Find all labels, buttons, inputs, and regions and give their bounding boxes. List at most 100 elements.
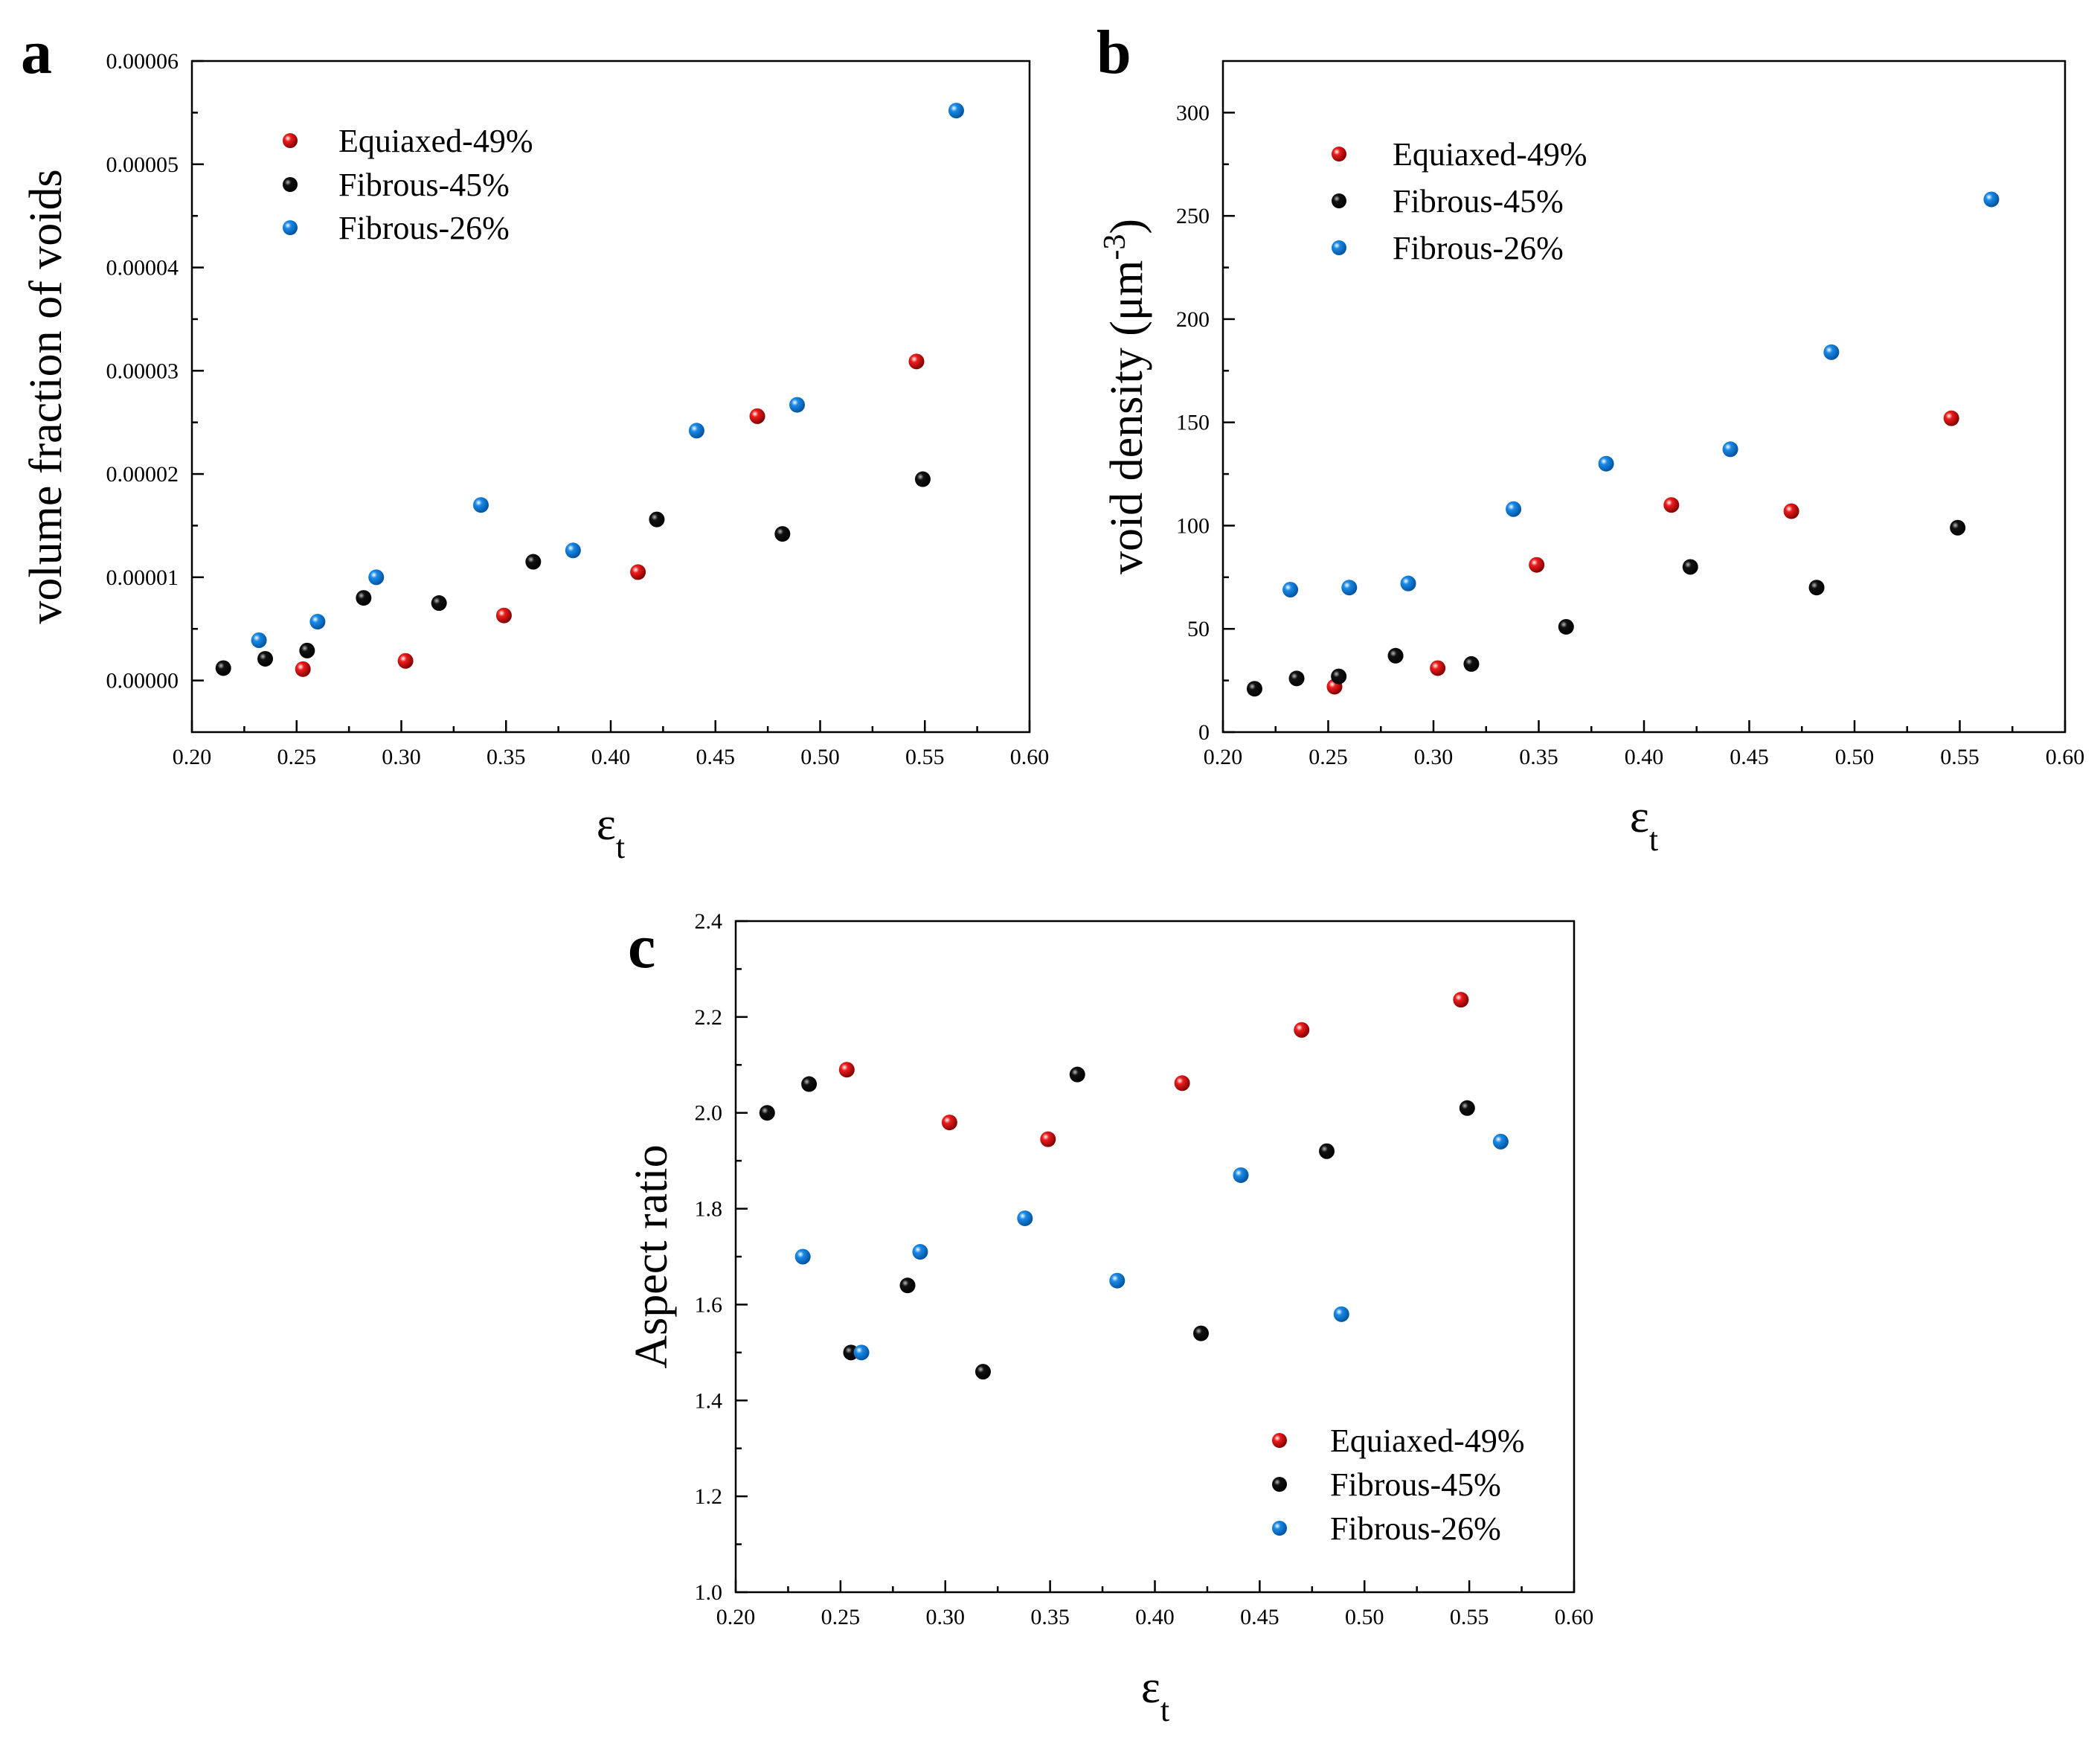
data-point-fibrous-45 [356, 590, 372, 606]
x-tick-label: 0.60 [1555, 1605, 1594, 1629]
y-tick-label: 300 [1176, 100, 1210, 125]
y-tick-label: 0.00006 [106, 49, 179, 74]
data-point-equiaxed-49 [838, 1062, 855, 1078]
data-point-fibrous-26 [565, 542, 581, 559]
data-point-fibrous-26 [1333, 1306, 1349, 1322]
panel-a-y-title: volume fraction of voids [21, 169, 71, 623]
legend-label-equiaxed-49: Equiaxed-49% [1330, 1423, 1524, 1459]
data-point-fibrous-45 [1463, 655, 1480, 672]
legend-marker-fibrous-26 [283, 220, 298, 235]
data-point-fibrous-45 [649, 511, 665, 528]
data-point-fibrous-26 [794, 1248, 811, 1265]
data-point-fibrous-45 [1192, 1325, 1209, 1341]
data-point-fibrous-26 [789, 397, 806, 413]
panel-a-x-title: εt [597, 799, 625, 865]
legend-marker-equiaxed-49 [1332, 147, 1346, 161]
data-point-fibrous-45 [1319, 1143, 1335, 1159]
data-point-fibrous-45 [974, 1364, 991, 1380]
data-point-fibrous-26 [1282, 581, 1299, 597]
x-tick-label: 0.30 [926, 1605, 966, 1629]
data-point-fibrous-26 [251, 632, 267, 648]
data-point-equiaxed-49 [1783, 503, 1799, 519]
data-point-fibrous-26 [1109, 1272, 1126, 1289]
data-point-fibrous-45 [1459, 1100, 1475, 1116]
legend-label-equiaxed-49: Equiaxed-49% [338, 123, 533, 159]
panel-a-letter: a [21, 18, 52, 87]
panel-a-legend: Equiaxed-49% Fibrous-45% Fibrous-26% [283, 123, 533, 246]
data-point-equiaxed-49 [908, 353, 925, 370]
data-point-equiaxed-49 [397, 653, 414, 669]
y-tick-label: 0.00001 [106, 565, 179, 590]
x-tick-label: 0.30 [1414, 745, 1454, 769]
panel-c-letter: c [628, 912, 655, 981]
data-point-fibrous-26 [309, 614, 326, 630]
data-point-fibrous-26 [948, 103, 964, 119]
x-tick-label: 0.55 [905, 745, 945, 769]
x-tick-label: 0.50 [1345, 1605, 1384, 1629]
data-point-fibrous-45 [899, 1277, 916, 1294]
legend-marker-fibrous-45 [283, 177, 298, 192]
data-point-fibrous-45 [1387, 647, 1404, 664]
data-point-fibrous-45 [1682, 559, 1698, 575]
x-tick-label: 0.40 [591, 745, 631, 769]
x-tick-label: 0.40 [1625, 745, 1664, 769]
x-tick-label: 0.30 [382, 745, 421, 769]
data-point-equiaxed-49 [1430, 660, 1446, 676]
legend-marker-fibrous-45 [1272, 1477, 1287, 1492]
panel-b: b 0.20 0.25 0.30 0.35 0.40 0.45 0.50 0.55 0.60 0 5… [1096, 18, 2084, 858]
y-tick-label: 250 [1176, 204, 1210, 228]
data-point-equiaxed-49 [1529, 557, 1545, 573]
panel-c-x-title: εt [1141, 1662, 1169, 1728]
panel-a-points [215, 103, 964, 677]
panel-b-legend: Equiaxed-49% Fibrous-45% Fibrous-26% [1332, 136, 1587, 266]
data-point-fibrous-26 [1598, 455, 1614, 472]
x-tick-label: 0.45 [696, 745, 736, 769]
data-point-fibrous-45 [759, 1105, 775, 1121]
panel-b-y-title: void density (μm-3) [1098, 219, 1152, 574]
legend-label-fibrous-26: Fibrous-26% [338, 210, 510, 246]
y-tick-label: 1.0 [695, 1580, 723, 1605]
x-tick-label: 0.40 [1135, 1605, 1175, 1629]
data-point-fibrous-26 [688, 423, 704, 439]
y-tick-label: 2.4 [695, 909, 723, 934]
data-point-fibrous-45 [1950, 519, 1966, 536]
panel-b-letter: b [1096, 18, 1131, 87]
legend-label-fibrous-45: Fibrous-45% [1330, 1466, 1501, 1503]
panel-a-frame [190, 60, 1031, 734]
y-tick-label: 50 [1187, 617, 1210, 641]
data-point-equiaxed-49 [1294, 1022, 1310, 1038]
y-tick-label: 0.00005 [106, 153, 179, 177]
data-point-fibrous-45 [1288, 670, 1305, 687]
legend-label-fibrous-26: Fibrous-26% [1330, 1510, 1501, 1547]
data-point-fibrous-45 [257, 650, 274, 667]
x-tick-label: 0.45 [1730, 745, 1769, 769]
y-tick-label: 100 [1176, 513, 1210, 538]
x-tick-label: 0.60 [1010, 745, 1050, 769]
x-tick-label: 0.60 [2046, 745, 2085, 769]
data-point-fibrous-26 [1017, 1210, 1033, 1226]
data-point-fibrous-26 [1983, 191, 2000, 208]
x-tick-label: 0.25 [821, 1605, 861, 1629]
data-point-equiaxed-49 [295, 661, 311, 677]
data-point-fibrous-45 [801, 1076, 818, 1092]
panel-a-ticks: 0.20 0.25 0.30 0.35 0.40 0.45 0.50 0.55 0.60 0.00… [106, 49, 1050, 769]
legend-label-fibrous-26: Fibrous-26% [1393, 230, 1564, 266]
data-point-fibrous-45 [215, 660, 231, 676]
legend-marker-equiaxed-49 [283, 133, 298, 148]
data-point-fibrous-26 [1233, 1167, 1249, 1183]
legend-marker-fibrous-26 [1332, 240, 1346, 255]
x-tick-label: 0.45 [1240, 1605, 1279, 1629]
data-point-equiaxed-49 [630, 564, 646, 580]
panel-c-legend: Equiaxed-49% Fibrous-45% Fibrous-26% [1272, 1423, 1524, 1547]
x-tick-label: 0.20 [716, 1605, 756, 1629]
data-point-fibrous-45 [1069, 1066, 1085, 1083]
legend-marker-fibrous-45 [1332, 193, 1346, 208]
data-point-fibrous-26 [1492, 1133, 1509, 1150]
data-point-fibrous-26 [368, 569, 385, 586]
data-point-fibrous-26 [472, 497, 489, 513]
y-tick-label: 200 [1176, 307, 1210, 332]
data-point-fibrous-26 [1823, 344, 1840, 360]
y-tick-label: 0 [1198, 720, 1210, 745]
x-tick-label: 0.55 [1450, 1605, 1489, 1629]
